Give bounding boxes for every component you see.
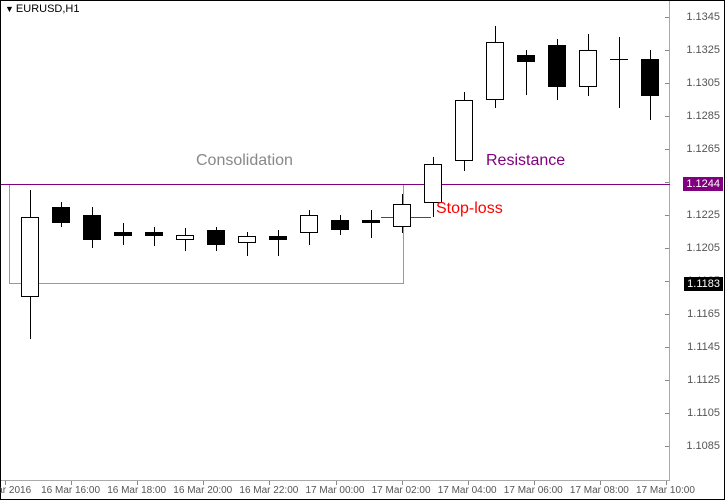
candle-body bbox=[114, 232, 132, 237]
candle-body bbox=[300, 215, 318, 233]
badge_price: 1.1183 bbox=[684, 277, 723, 291]
candle-body bbox=[145, 232, 163, 237]
candle-wick bbox=[619, 37, 620, 108]
candle-body bbox=[176, 235, 194, 240]
dropdown-arrow-icon: ▼ bbox=[5, 4, 14, 14]
y-tick-label: 1.1165 bbox=[687, 308, 720, 320]
x-axis: 16 Mar 2016 16 Mar 16:00 16 Mar 18:00 16 Ma… bbox=[1, 480, 670, 499]
candle-wick bbox=[278, 230, 279, 256]
x-tick-label: 16 Mar 22:00 bbox=[239, 485, 298, 496]
candle-body bbox=[269, 236, 287, 239]
candle-body bbox=[548, 45, 566, 86]
x-tick-label: 16 Mar 18:00 bbox=[107, 485, 166, 496]
chart-container: ▼EURUSD,H1 Consolidation Resistance Stop-l… bbox=[0, 0, 725, 500]
x-tick-label: 16 Mar 20:00 bbox=[173, 485, 232, 496]
candle-body bbox=[610, 59, 628, 60]
y-tick-label: 1.1205 bbox=[686, 242, 720, 254]
annotation-stoploss: Stop-loss bbox=[436, 200, 503, 218]
candle-body bbox=[331, 220, 349, 230]
candle-body bbox=[21, 217, 39, 298]
y-tick-label: 1.1225 bbox=[686, 209, 720, 221]
y-tick-label: 1.1125 bbox=[687, 374, 720, 386]
x-tick-label: 17 Mar 02:00 bbox=[372, 485, 431, 496]
candle-body bbox=[393, 204, 411, 227]
candle-body bbox=[238, 236, 256, 243]
y-tick-label: 1.1305 bbox=[686, 77, 720, 89]
badge_resistance: 1.1244 bbox=[683, 177, 723, 191]
chart-title: ▼EURUSD,H1 bbox=[5, 3, 80, 15]
candle-body bbox=[455, 100, 473, 161]
candle-body bbox=[517, 55, 535, 62]
candle-body bbox=[52, 207, 70, 223]
annotation-consolidation: Consolidation bbox=[196, 152, 293, 170]
x-tick-label: 17 Mar 06:00 bbox=[504, 485, 563, 496]
y-tick-label: 1.1325 bbox=[686, 44, 720, 56]
x-tick-label: 16 Mar 2016 bbox=[0, 485, 31, 496]
candle-body bbox=[207, 230, 225, 245]
y-tick-label: 1.1105 bbox=[687, 407, 720, 419]
annotation-resistance: Resistance bbox=[486, 152, 565, 170]
y-axis: 1.10851.11051.11251.11451.11651.11851.12… bbox=[669, 1, 724, 481]
candle-wick bbox=[247, 232, 248, 257]
resistance-line bbox=[1, 184, 670, 185]
candle-body bbox=[486, 42, 504, 100]
candle-body bbox=[83, 215, 101, 240]
title-text: EURUSD,H1 bbox=[16, 3, 80, 15]
candle-body bbox=[362, 220, 380, 223]
y-tick-label: 1.1345 bbox=[686, 11, 720, 23]
candle-body bbox=[579, 50, 597, 86]
candle-body bbox=[641, 59, 659, 97]
y-tick-label: 1.1265 bbox=[686, 143, 720, 155]
x-tick-label: 17 Mar 04:00 bbox=[438, 485, 497, 496]
x-tick-label: 16 Mar 16:00 bbox=[41, 485, 100, 496]
y-tick-label: 1.1285 bbox=[686, 110, 720, 122]
y-tick-label: 1.1145 bbox=[687, 341, 720, 353]
candle-wick bbox=[185, 228, 186, 251]
x-tick-label: 17 Mar 10:00 bbox=[636, 485, 695, 496]
plot-area[interactable]: Consolidation Resistance Stop-loss bbox=[1, 1, 670, 481]
candle-body bbox=[424, 164, 442, 204]
y-tick-label: 1.1085 bbox=[686, 440, 720, 452]
candle-wick bbox=[371, 210, 372, 238]
x-tick-label: 17 Mar 08:00 bbox=[570, 485, 629, 496]
x-tick-label: 17 Mar 00:00 bbox=[306, 485, 365, 496]
